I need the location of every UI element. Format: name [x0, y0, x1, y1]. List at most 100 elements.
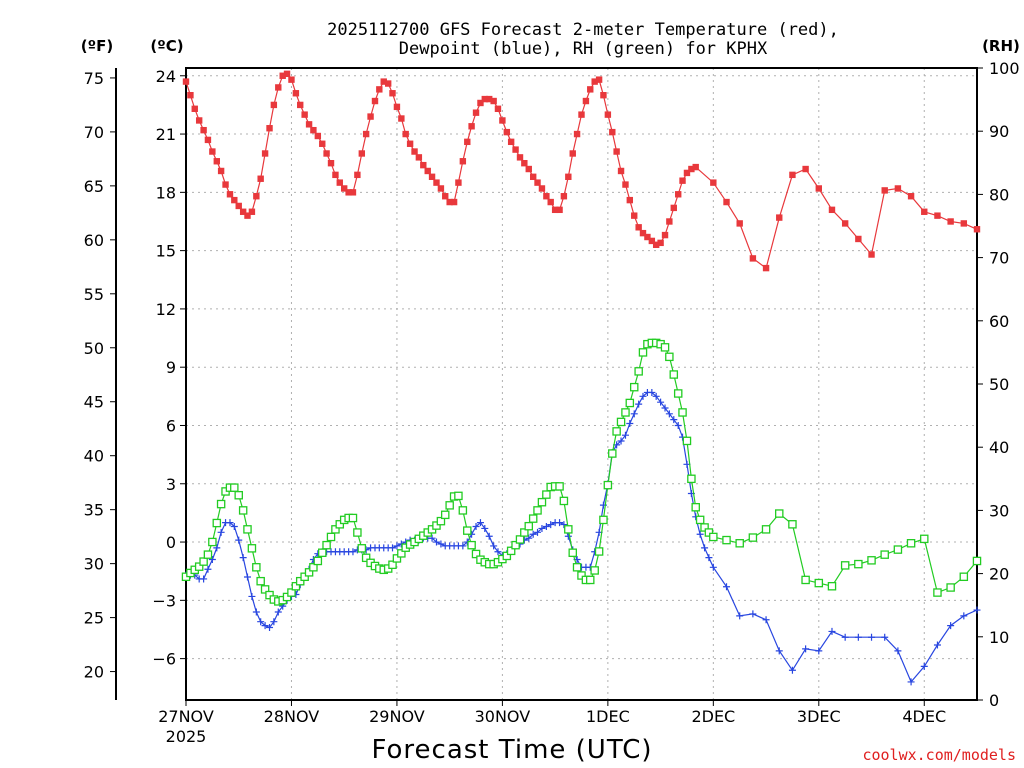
rh-point — [704, 528, 714, 537]
temperature-point — [507, 138, 515, 146]
rh-point — [199, 557, 208, 566]
temperature-point — [310, 126, 317, 134]
dewpoint-point — [274, 608, 282, 616]
rh-point — [775, 509, 784, 518]
temperature-point — [666, 218, 673, 225]
dewpoint-series — [182, 388, 981, 686]
rh-point — [814, 578, 824, 588]
dewpoint-point — [208, 556, 216, 564]
credit-text: coolwx.com/models — [862, 746, 1016, 764]
dewpoint-point — [437, 540, 445, 548]
dewpoint-point — [525, 534, 533, 542]
rh-tick-label: 70 — [989, 249, 1009, 268]
temperature-point — [639, 229, 647, 237]
dewpoint-point — [705, 554, 713, 562]
rh-point — [880, 550, 889, 559]
temperature-point — [617, 167, 625, 175]
rh-point — [682, 436, 692, 446]
temperature-point — [609, 128, 616, 136]
rh-point — [933, 588, 942, 597]
dewpoint-point — [696, 530, 704, 538]
fahrenheit-tick-label: 30 — [84, 555, 104, 574]
rh-point — [282, 592, 292, 602]
dewpoint-point — [459, 542, 467, 550]
temperature-point — [652, 241, 660, 248]
dewpoint-point — [841, 633, 849, 641]
temperature-point — [380, 78, 387, 85]
temperature-point — [428, 173, 436, 180]
rh-point — [893, 545, 903, 554]
temperature-point — [393, 103, 401, 111]
temperature-point — [239, 208, 247, 215]
dewpoint-point — [204, 565, 212, 573]
temperature-point — [512, 146, 519, 153]
dewpoint-point — [617, 437, 625, 445]
temperature-point — [683, 169, 691, 177]
grid-lines — [186, 68, 977, 700]
temperature-point — [367, 113, 374, 120]
celsius-tick-label: 24 — [156, 67, 176, 86]
rh-point — [687, 474, 696, 484]
temperature-point — [749, 255, 757, 262]
dewpoint-point — [674, 421, 682, 429]
dewpoint-point — [534, 528, 542, 536]
temperature-point — [336, 179, 343, 186]
celsius-unit-label: (ºC) — [150, 37, 183, 55]
temperature-point — [371, 97, 379, 105]
rh-point — [331, 525, 340, 534]
temperature-point — [424, 167, 431, 175]
dewpoint-point — [270, 618, 278, 626]
rh-tick-label: 10 — [989, 628, 1009, 647]
rh-point — [608, 449, 617, 458]
temperature-point — [960, 220, 968, 227]
temperature-point — [345, 189, 352, 196]
temperature-point — [305, 121, 313, 128]
temperature-point — [437, 185, 445, 192]
temperature-point — [543, 193, 550, 200]
temperature-point — [631, 212, 638, 219]
temperature-point — [283, 70, 291, 78]
rh-point — [854, 559, 863, 569]
temperature-point — [626, 196, 634, 204]
rh-point — [392, 554, 402, 563]
rh-point — [568, 548, 577, 557]
dewpoint-point — [802, 645, 810, 653]
temperature-point — [529, 173, 537, 180]
rh-point — [300, 572, 309, 582]
temperature-point — [789, 171, 796, 179]
rh-point — [208, 537, 217, 547]
celsius-tick-label: 15 — [156, 242, 176, 261]
temperature-point — [547, 198, 554, 206]
temperature-point — [279, 72, 286, 79]
dewpoint-point — [542, 523, 550, 531]
temperature-point — [244, 212, 251, 219]
temperature-point — [591, 78, 598, 85]
rh-point — [559, 496, 569, 506]
rh-point — [326, 532, 336, 542]
dewpoint-point — [815, 647, 823, 655]
rh-point — [700, 523, 709, 532]
temperature-point — [973, 226, 981, 233]
dewpoint-point — [257, 618, 265, 626]
rh-point — [322, 540, 331, 550]
rh-tick-label: 30 — [989, 501, 1009, 520]
temperature-point — [275, 84, 282, 91]
fahrenheit-unit-label: (ºF) — [81, 37, 113, 55]
temperature-point — [921, 208, 928, 215]
rh-point — [515, 535, 525, 544]
temperature-point — [464, 138, 471, 146]
temperature-point — [802, 165, 809, 173]
temperature-point — [762, 264, 770, 272]
dewpoint-point — [248, 592, 256, 600]
temperature-point — [556, 206, 563, 214]
rh-point — [234, 490, 243, 500]
rh-point — [603, 480, 613, 490]
temperature-point — [323, 150, 330, 157]
dewpoint-point — [261, 622, 269, 630]
temperature-point — [253, 193, 260, 200]
dewpoint-point — [538, 524, 546, 532]
rh-point — [295, 576, 305, 586]
x-tick-label: 28NOV — [264, 707, 320, 726]
dewpoint-point — [490, 542, 498, 550]
